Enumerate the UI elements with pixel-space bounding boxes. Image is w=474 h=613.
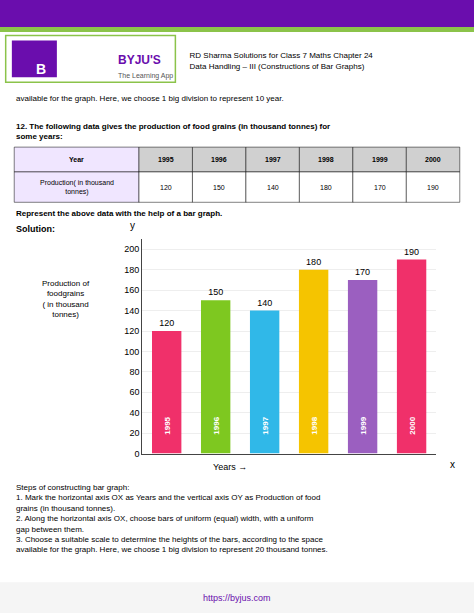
svg-text:140: 140 xyxy=(124,306,139,316)
svg-text:1998: 1998 xyxy=(318,156,334,163)
svg-text:180: 180 xyxy=(306,257,321,267)
svg-text:1995: 1995 xyxy=(163,416,172,434)
svg-text:1998: 1998 xyxy=(310,416,319,434)
svg-text:Production offoodgrains( in th: Production offoodgrains( in thousandtonn… xyxy=(42,279,90,319)
svg-text:2000: 2000 xyxy=(408,416,417,434)
svg-text:150: 150 xyxy=(213,184,225,191)
svg-text:BYJU'S: BYJU'S xyxy=(118,53,161,67)
svg-text:https://byjus.com: https://byjus.com xyxy=(203,593,271,603)
svg-text:The Learning App: The Learning App xyxy=(118,72,173,80)
svg-text:12. The following data gives t: 12. The following data gives the product… xyxy=(16,122,330,141)
svg-text:160: 160 xyxy=(124,285,139,295)
svg-text:140: 140 xyxy=(267,184,279,191)
svg-text:Solution:: Solution: xyxy=(16,224,55,234)
svg-text:x: x xyxy=(450,459,455,470)
svg-text:1997: 1997 xyxy=(261,416,270,434)
svg-text:Years →: Years → xyxy=(213,462,247,472)
svg-text:y: y xyxy=(130,220,135,231)
svg-text:140: 140 xyxy=(257,298,272,308)
svg-text:Production( in thousandtonnes): Production( in thousandtonnes) xyxy=(40,179,114,196)
svg-text:80: 80 xyxy=(129,367,139,377)
svg-text:170: 170 xyxy=(374,184,386,191)
svg-text:available for the graph. Here,: available for the graph. Here, we choose… xyxy=(16,94,284,103)
svg-text:1996: 1996 xyxy=(212,416,221,434)
svg-text:40: 40 xyxy=(129,408,139,418)
svg-text:RD Sharma Solutions for Class: RD Sharma Solutions for Class 7 Maths Ch… xyxy=(190,51,374,70)
svg-text:2000: 2000 xyxy=(425,156,441,163)
svg-text:190: 190 xyxy=(404,247,419,257)
svg-text:1999: 1999 xyxy=(359,416,368,434)
svg-text:120: 120 xyxy=(159,318,174,328)
svg-text:180: 180 xyxy=(124,265,139,275)
svg-text:1996: 1996 xyxy=(211,156,227,163)
svg-text:100: 100 xyxy=(124,347,139,357)
svg-text:170: 170 xyxy=(355,267,370,277)
svg-text:0: 0 xyxy=(134,449,139,459)
svg-text:200: 200 xyxy=(124,244,139,254)
svg-text:B: B xyxy=(36,61,46,77)
svg-text:Represent the above data with: Represent the above data with the help o… xyxy=(16,209,222,218)
svg-text:150: 150 xyxy=(208,287,223,297)
svg-text:1999: 1999 xyxy=(372,156,388,163)
svg-text:20: 20 xyxy=(129,428,139,438)
svg-text:1995: 1995 xyxy=(158,156,174,163)
svg-text:1997: 1997 xyxy=(265,156,281,163)
svg-text:Year: Year xyxy=(69,156,84,163)
svg-text:Steps of constructing bar grap: Steps of constructing bar graph:1. Mark … xyxy=(16,483,328,554)
svg-text:120: 120 xyxy=(124,326,139,336)
svg-text:180: 180 xyxy=(320,184,332,191)
svg-text:190: 190 xyxy=(427,184,439,191)
svg-text:120: 120 xyxy=(160,184,172,191)
svg-text:60: 60 xyxy=(129,387,139,397)
